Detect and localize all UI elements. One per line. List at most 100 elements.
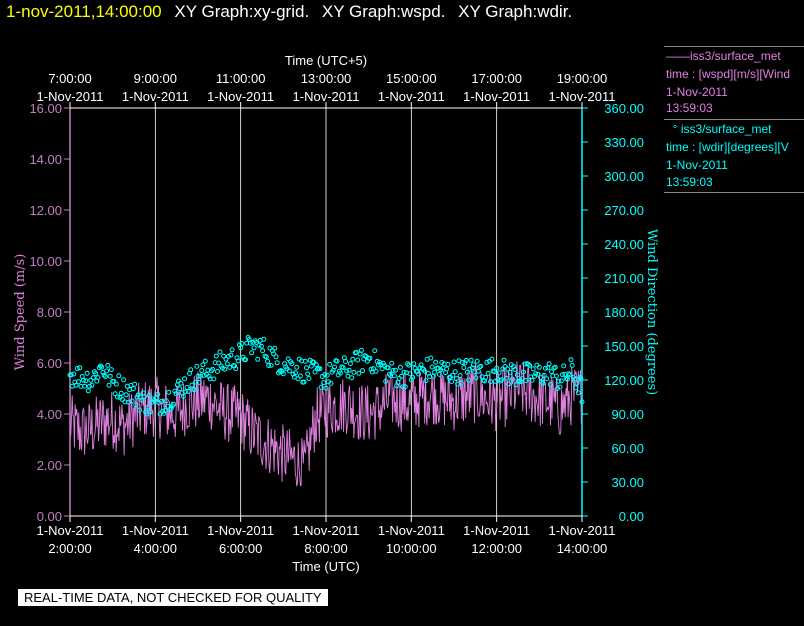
wind-direction-point bbox=[102, 374, 108, 379]
y-right-axis-title: Wind Direction (degrees) bbox=[644, 229, 659, 395]
wind-direction-point bbox=[513, 382, 519, 388]
x-top-tick-date: 1-Nov-2011 bbox=[549, 89, 616, 104]
wind-direction-point bbox=[141, 394, 147, 400]
wind-direction-point bbox=[133, 402, 139, 408]
wind-direction-point bbox=[362, 353, 368, 359]
wind-direction-point bbox=[211, 376, 217, 382]
wind-direction-point bbox=[527, 362, 533, 368]
wind-direction-point bbox=[254, 340, 259, 345]
y-left-tick-label: 4.00 bbox=[37, 407, 62, 422]
x-top-tick-time: 19:00:00 bbox=[557, 71, 608, 86]
x-top-tick-date: 1-Nov-2011 bbox=[207, 89, 274, 104]
header-graph-wdir[interactable]: XY Graph:wdir. bbox=[458, 2, 573, 21]
wind-direction-point bbox=[539, 379, 545, 385]
wind-direction-point bbox=[267, 345, 273, 351]
wind-direction-point bbox=[356, 370, 362, 376]
wind-direction-point bbox=[121, 377, 127, 383]
wind-direction-point bbox=[261, 336, 267, 342]
wind-direction-point bbox=[132, 381, 138, 387]
wind-direction-point bbox=[87, 383, 92, 389]
wind-direction-point bbox=[557, 384, 563, 390]
wind-direction-point bbox=[101, 372, 107, 378]
wind-direction-point bbox=[373, 368, 379, 374]
y-right-tick-label: 150.00 bbox=[604, 339, 644, 354]
y-left-tick-label: 14.00 bbox=[29, 152, 62, 167]
wind-direction-point bbox=[558, 378, 564, 384]
x-top-tick-time: 13:00:00 bbox=[301, 71, 352, 86]
wind-direction-point bbox=[328, 380, 334, 386]
wind-direction-point bbox=[224, 361, 230, 367]
wind-direction-point bbox=[400, 384, 406, 390]
legend-wspd-source[interactable]: ——iss3/surface_met bbox=[666, 49, 781, 63]
wind-direction-point bbox=[324, 372, 330, 378]
wind-direction-point bbox=[327, 361, 333, 367]
wind-direction-point bbox=[206, 373, 212, 379]
wind-direction-point bbox=[99, 364, 105, 370]
wind-direction-point bbox=[463, 357, 469, 363]
wind-direction-point bbox=[171, 401, 177, 407]
wind-direction-point bbox=[375, 362, 381, 368]
wind-direction-point bbox=[260, 348, 266, 354]
x-top-axis-title: Time (UTC+5) bbox=[285, 53, 367, 68]
wind-direction-point bbox=[167, 407, 173, 412]
x-top-tick-time: 15:00:00 bbox=[386, 71, 437, 86]
wind-direction-point bbox=[457, 373, 463, 379]
wind-direction-point bbox=[574, 380, 580, 386]
legend-separator bbox=[664, 119, 804, 120]
wind-direction-point bbox=[256, 342, 262, 348]
wind-direction-point bbox=[436, 371, 442, 377]
wind-direction-point bbox=[397, 364, 403, 370]
legend-separator bbox=[664, 46, 804, 47]
wind-direction-point bbox=[497, 378, 503, 384]
wind-direction-point bbox=[139, 397, 145, 403]
wind-direction-point bbox=[71, 371, 77, 377]
wind-direction-point bbox=[184, 385, 190, 390]
legend-wdir-source[interactable]: ° iss3/surface_met bbox=[666, 122, 772, 136]
wind-direction-point bbox=[318, 384, 324, 390]
wind-direction-point bbox=[546, 361, 552, 367]
wind-direction-point bbox=[301, 379, 307, 385]
wind-direction-point bbox=[280, 371, 286, 377]
wind-direction-point bbox=[523, 378, 529, 383]
wind-direction-point bbox=[538, 375, 544, 381]
wind-direction-point bbox=[243, 357, 248, 363]
x-bottom-tick-date: 1-Nov-2011 bbox=[37, 523, 104, 538]
wind-direction-point bbox=[305, 371, 311, 377]
wind-direction-point bbox=[496, 370, 502, 376]
wind-direction-point bbox=[178, 380, 184, 386]
wind-direction-point bbox=[148, 409, 153, 415]
wind-direction-point bbox=[294, 364, 300, 370]
wind-direction-point bbox=[343, 359, 348, 364]
graph-header: 1-nov-2011,14:00:00 XY Graph:xy-grid. XY… bbox=[6, 2, 572, 22]
y-left-axis-title: Wind Speed (m/s) bbox=[13, 254, 28, 371]
x-top-tick-time: 17:00:00 bbox=[471, 71, 522, 86]
wind-direction-point bbox=[123, 392, 129, 398]
wind-direction-point bbox=[347, 361, 353, 367]
wind-direction-point bbox=[183, 389, 189, 395]
wind-direction-point bbox=[82, 383, 88, 389]
wind-direction-point bbox=[202, 358, 208, 364]
x-top-tick-date: 1-Nov-2011 bbox=[293, 89, 360, 104]
wind-direction-point bbox=[393, 367, 398, 373]
wind-direction-point bbox=[542, 365, 548, 371]
wind-direction-point bbox=[265, 358, 270, 364]
header-graph-xy-grid[interactable]: XY Graph:xy-grid. bbox=[174, 2, 310, 21]
wind-direction-point bbox=[535, 371, 541, 377]
header-graph-wspd[interactable]: XY Graph:wspd. bbox=[321, 2, 446, 21]
y-right-tick-label: 210.00 bbox=[604, 271, 644, 286]
wind-direction-point bbox=[521, 369, 526, 375]
wind-direction-point bbox=[201, 372, 207, 378]
wind-direction-point bbox=[144, 411, 150, 417]
wind-direction-point bbox=[499, 377, 504, 383]
wind-direction-point bbox=[221, 353, 227, 359]
wind-direction-point bbox=[529, 377, 535, 383]
wind-direction-point bbox=[401, 369, 407, 375]
y-right-tick-label: 360.00 bbox=[604, 101, 644, 116]
wind-direction-point bbox=[471, 362, 476, 368]
wind-direction-point bbox=[466, 377, 472, 383]
wind-direction-point bbox=[177, 386, 183, 392]
wind-direction-point bbox=[93, 371, 99, 376]
wind-direction-point bbox=[451, 359, 457, 365]
wind-direction-point bbox=[112, 391, 118, 397]
wind-direction-point bbox=[111, 378, 117, 384]
